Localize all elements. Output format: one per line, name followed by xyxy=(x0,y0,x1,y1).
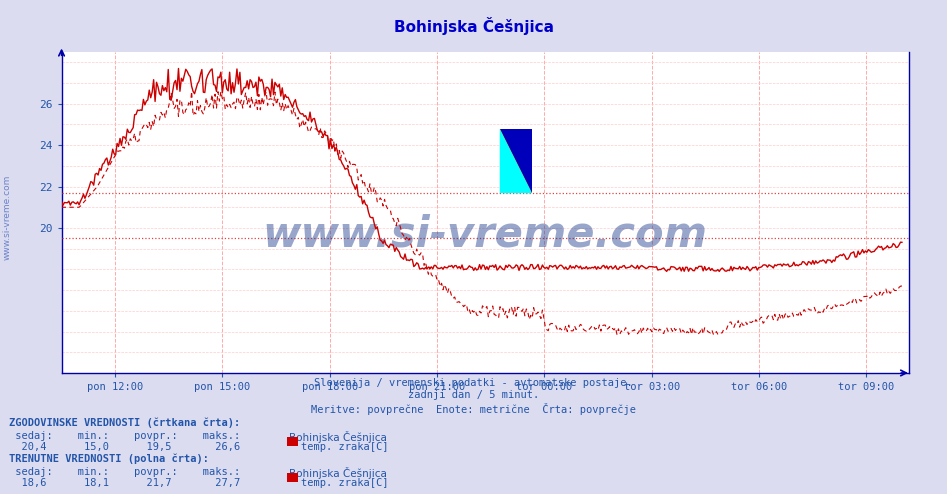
Polygon shape xyxy=(500,129,532,193)
Text: Bohinjska Češnjica: Bohinjska Češnjica xyxy=(289,467,386,479)
Text: temp. zraka[C]: temp. zraka[C] xyxy=(301,478,388,488)
Text: 20,4      15,0      19,5       26,6: 20,4 15,0 19,5 26,6 xyxy=(9,442,241,452)
Text: sedaj:    min.:    povpr.:    maks.:: sedaj: min.: povpr.: maks.: xyxy=(9,467,241,477)
Text: zadnji dan / 5 minut.: zadnji dan / 5 minut. xyxy=(408,390,539,400)
Text: temp. zraka[C]: temp. zraka[C] xyxy=(301,442,388,452)
Text: TRENUTNE VREDNOSTI (polna črta):: TRENUTNE VREDNOSTI (polna črta): xyxy=(9,453,209,464)
Bar xyxy=(500,129,532,193)
Polygon shape xyxy=(500,129,532,193)
Text: www.si-vreme.com: www.si-vreme.com xyxy=(263,214,707,256)
Text: ZGODOVINSKE VREDNOSTI (črtkana črta):: ZGODOVINSKE VREDNOSTI (črtkana črta): xyxy=(9,417,241,428)
Text: Bohinjska Češnjica: Bohinjska Češnjica xyxy=(289,431,386,443)
Text: Bohinjska Češnjica: Bohinjska Češnjica xyxy=(394,17,553,35)
Text: sedaj:    min.:    povpr.:    maks.:: sedaj: min.: povpr.: maks.: xyxy=(9,431,241,441)
Text: Meritve: povprečne  Enote: metrične  Črta: povprečje: Meritve: povprečne Enote: metrične Črta:… xyxy=(311,403,636,414)
Text: 18,6      18,1      21,7       27,7: 18,6 18,1 21,7 27,7 xyxy=(9,478,241,488)
Text: www.si-vreme.com: www.si-vreme.com xyxy=(3,175,12,260)
Text: Slovenija / vremenski podatki - avtomatske postaje.: Slovenija / vremenski podatki - avtomats… xyxy=(314,378,633,388)
